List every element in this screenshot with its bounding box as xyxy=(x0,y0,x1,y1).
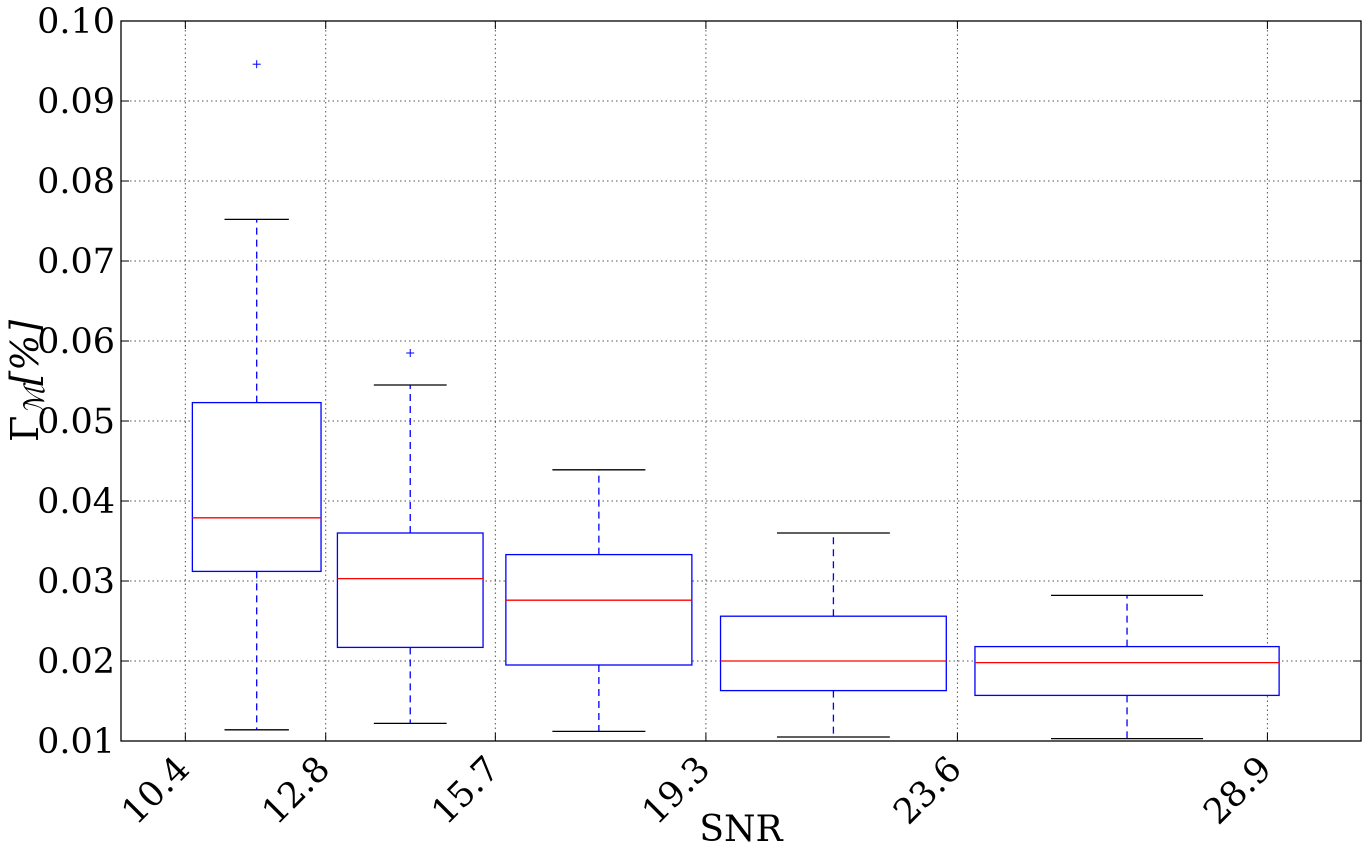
iqr-box xyxy=(505,553,693,666)
y-tick-label: 0.09 xyxy=(37,82,115,122)
x-axis-label: SNR xyxy=(699,809,783,850)
y-tick-label: 0.02 xyxy=(37,642,115,682)
x-tick-label: 12.8 xyxy=(255,749,338,832)
box-series xyxy=(191,60,1280,740)
y-tick-labels: 0.01 0.02 0.03 0.04 0.05 0.06 0.07 0.08 0.09 0.10 xyxy=(37,2,115,762)
x-tick-label: 15.7 xyxy=(424,749,507,832)
axis-ticks xyxy=(121,20,1361,742)
y-axis-subscript: ℳ xyxy=(18,382,51,416)
iqr-box xyxy=(191,401,322,573)
iqr-box xyxy=(336,532,484,649)
box-2 xyxy=(336,349,484,725)
grid-lines xyxy=(121,21,1361,741)
y-axis-symbol: Γ xyxy=(3,416,47,442)
y-tick-label: 0.04 xyxy=(37,482,115,522)
y-tick-label: 0.08 xyxy=(37,162,115,202)
x-tick-label: 23.6 xyxy=(886,749,969,832)
y-axis-unit: [%] xyxy=(3,320,47,386)
y-tick-label: 0.01 xyxy=(37,722,115,762)
box-4 xyxy=(719,532,947,738)
flier-marker xyxy=(252,60,261,69)
flier-marker xyxy=(406,349,415,357)
y-tick-label: 0.07 xyxy=(37,242,115,282)
x-tick-label: 28.9 xyxy=(1196,749,1279,832)
plot-frame xyxy=(120,20,1362,742)
y-tick-label: 0.10 xyxy=(37,2,115,42)
x-tick-label: 10.4 xyxy=(114,749,197,832)
iqr-box xyxy=(719,615,947,692)
box-1 xyxy=(191,60,322,731)
y-tick-label: 0.05 xyxy=(37,402,115,442)
y-tick-label: 0.06 xyxy=(37,322,115,362)
box-3 xyxy=(505,469,693,733)
y-tick-label: 0.03 xyxy=(37,562,115,602)
box-5 xyxy=(974,594,1280,740)
iqr-box xyxy=(974,645,1280,697)
x-tick-labels: 10.4 12.8 15.7 19.3 23.6 28.9 xyxy=(114,749,1279,832)
y-axis-label: Γℳ[%] xyxy=(3,320,51,442)
